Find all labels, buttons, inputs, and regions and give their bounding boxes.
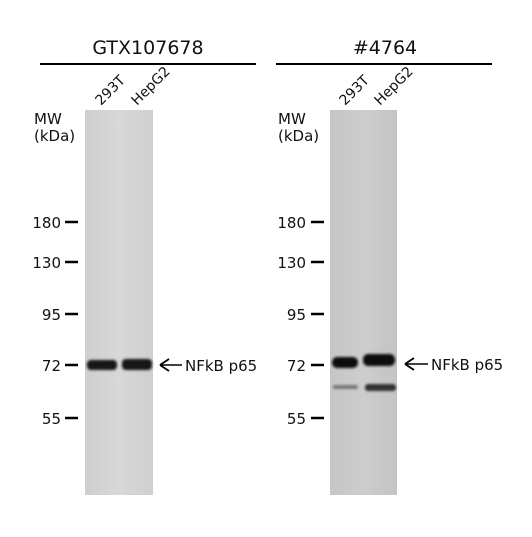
gel xyxy=(85,110,153,495)
marker-label: 72 xyxy=(287,357,306,375)
lane-label: HepG2 xyxy=(372,64,417,109)
bands xyxy=(87,354,396,391)
marker-label: 55 xyxy=(42,410,61,428)
panel-title: GTX107678 xyxy=(92,37,203,59)
lane-label: 293T xyxy=(93,72,130,109)
mw-label: MW xyxy=(34,110,62,128)
band-label: NFkB p65 xyxy=(185,357,257,375)
marker-label: 55 xyxy=(287,410,306,428)
lane-label: 293T xyxy=(337,72,374,109)
marker-label: 180 xyxy=(32,214,61,232)
band-label: NFkB p65 xyxy=(431,356,503,374)
panel-title: #4764 xyxy=(353,37,417,59)
arrow-head xyxy=(404,357,415,371)
marker-label: 95 xyxy=(287,306,306,324)
arrow-head xyxy=(159,358,170,372)
mw-label: (kDa) xyxy=(34,127,75,145)
lane-label: HepG2 xyxy=(129,64,174,109)
mw-label: MW xyxy=(278,110,306,128)
marker-label: 180 xyxy=(277,214,306,232)
gel xyxy=(330,110,397,495)
marker-label: 130 xyxy=(277,254,306,272)
marker-label: 72 xyxy=(42,357,61,375)
marker-label: 130 xyxy=(32,254,61,272)
marker-label: 95 xyxy=(42,306,61,324)
mw-label: (kDa) xyxy=(278,127,319,145)
